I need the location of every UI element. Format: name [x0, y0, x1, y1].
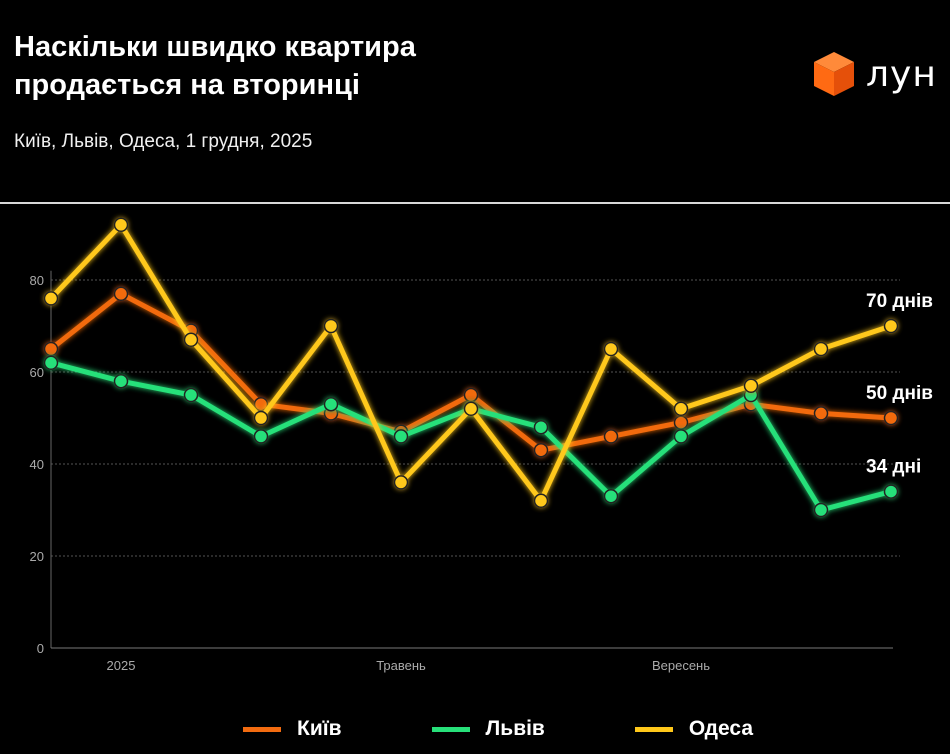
series-1 [43, 355, 899, 518]
data-point [43, 341, 59, 357]
data-point [603, 488, 619, 504]
data-point [463, 401, 479, 417]
data-point [463, 387, 479, 403]
data-point [533, 419, 549, 435]
cube-logo-icon [814, 52, 854, 96]
data-point [603, 429, 619, 444]
data-point [113, 217, 129, 233]
x-tick-label: Вересень [652, 658, 710, 673]
page-title: Наскільки швидко квартира продається на … [14, 31, 416, 101]
data-point [113, 373, 129, 389]
data-point [43, 291, 59, 306]
data-point [813, 406, 829, 421]
data-point [813, 341, 829, 357]
legend-swatch [431, 726, 470, 732]
data-point [603, 341, 619, 357]
data-point [883, 484, 899, 499]
data-point [813, 502, 829, 518]
logo-text: лун [866, 53, 937, 95]
data-point [533, 493, 549, 509]
y-tick-label: 40 [30, 457, 44, 472]
x-tick-label: 2025 [107, 658, 136, 673]
page-subtitle: Київ, Львів, Одеса, 1 грудня, 2025 [14, 131, 313, 152]
data-point [533, 442, 549, 458]
series-line [50, 360, 892, 513]
end-label: 70 днів [866, 291, 933, 312]
y-tick-label: 60 [30, 365, 44, 380]
y-tick-label: 0 [37, 641, 44, 656]
data-point [253, 396, 269, 412]
data-point [393, 475, 409, 490]
legend-item-lviv[interactable]: Львів [431, 717, 545, 741]
data-point [183, 332, 199, 348]
logo: лун [812, 50, 937, 98]
data-point [323, 396, 339, 412]
end-label: 34 дні [866, 457, 921, 478]
data-point [253, 429, 269, 444]
end-label: 50 днів [866, 383, 933, 404]
series-line [49, 222, 892, 504]
series-2 [43, 217, 899, 509]
data-point [323, 318, 339, 334]
legend-item-kyiv[interactable]: Київ [243, 717, 342, 741]
data-point [673, 415, 689, 430]
legend: Київ Львів Одеса [243, 717, 843, 741]
data-point [883, 318, 899, 334]
legend-label: Одеса [688, 717, 754, 740]
header-divider [0, 202, 950, 204]
y-tick-label: 20 [30, 549, 44, 564]
legend-item-odesa[interactable]: Одеса [634, 717, 754, 741]
legend-label: Київ [297, 717, 342, 740]
y-tick-label: 80 [30, 273, 44, 288]
x-tick-label: Травень [376, 658, 426, 673]
data-point [743, 378, 759, 394]
data-point [883, 410, 899, 426]
legend-swatch [243, 726, 281, 732]
data-point [393, 429, 409, 444]
legend-swatch [634, 726, 673, 732]
data-point [673, 401, 689, 417]
data-point [183, 387, 199, 403]
data-point [253, 410, 269, 426]
data-point [113, 286, 129, 302]
data-point [673, 429, 689, 444]
legend-label: Львів [485, 717, 545, 740]
data-point [43, 355, 59, 371]
